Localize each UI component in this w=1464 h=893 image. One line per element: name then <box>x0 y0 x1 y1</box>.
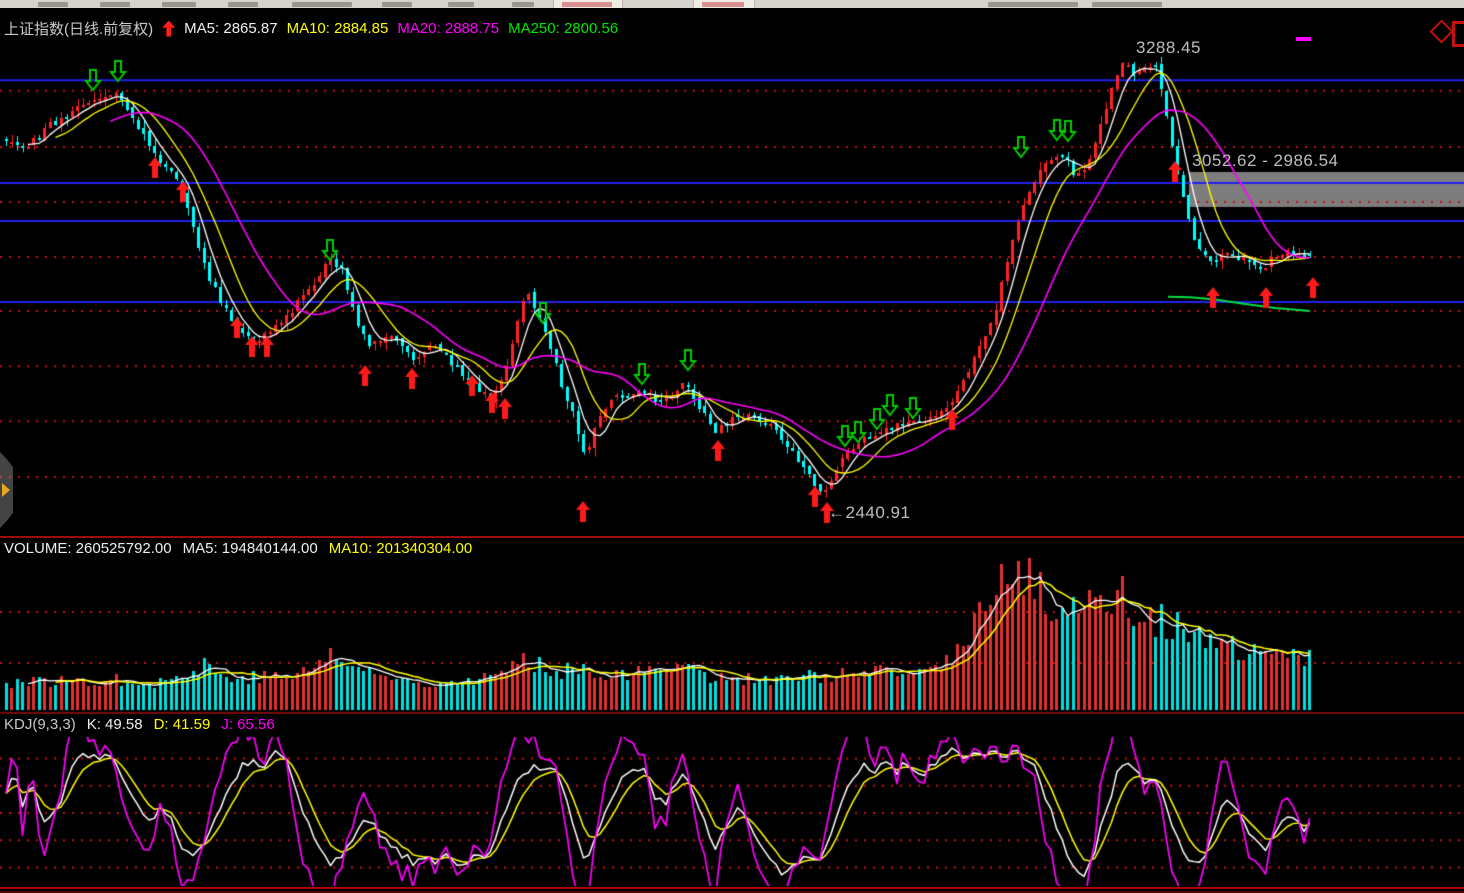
menubar-item[interactable] <box>382 2 412 7</box>
low-price-label: ←2440.91 <box>828 503 910 523</box>
bottom-edge <box>0 891 1464 893</box>
panel-divider <box>0 536 1464 538</box>
kdj-chart-canvas[interactable] <box>0 714 1464 893</box>
expand-arrow-icon <box>2 483 10 497</box>
low-price-value: 2440.91 <box>845 503 911 522</box>
menubar-status-text <box>988 2 1078 7</box>
kdj-k-value: K: 49.58 <box>86 716 143 733</box>
legend-ma5: MA5: 2865.87 <box>184 20 278 37</box>
main-chart-legend: 上证指数(日线.前复权) MA5: 2865.87 MA10: 2884.85 … <box>4 18 618 39</box>
volume-ma5-value: MA5: 194840144.00 <box>182 540 318 557</box>
magenta-dash-icon <box>1296 37 1311 41</box>
menubar-item[interactable] <box>162 2 196 7</box>
kdj-params: KDJ(9,3,3) <box>4 716 76 733</box>
menubar-button-label <box>562 2 612 7</box>
gap-range-label: 3052.62 - 2986.54 <box>1192 151 1339 170</box>
panel-divider <box>0 712 1464 714</box>
volume-panel: VOLUME: 260525792.00 MA5: 194840144.00 M… <box>0 538 1464 712</box>
legend-ma10: MA10: 2884.85 <box>286 20 389 37</box>
legend-ma250: MA250: 2800.56 <box>508 20 619 37</box>
menubar-status-text <box>1092 2 1162 7</box>
bottom-axis-line <box>0 887 1464 889</box>
menubar-item[interactable] <box>292 2 352 7</box>
menubar-item[interactable] <box>228 2 258 7</box>
volume-legend: VOLUME: 260525792.00 MA5: 194840144.00 M… <box>4 540 472 557</box>
peak-price-label: 3288.45 <box>1136 38 1201 57</box>
panel-expand-handle[interactable] <box>0 452 13 528</box>
square-icon[interactable] <box>1452 21 1464 47</box>
menubar-item[interactable] <box>100 2 130 7</box>
volume-ma10-value: MA10: 201340304.00 <box>328 540 473 557</box>
menubar-item[interactable] <box>38 2 68 7</box>
legend-ma20: MA20: 2888.75 <box>397 20 500 37</box>
left-arrow-icon: ← <box>828 503 846 522</box>
menubar-item[interactable] <box>512 2 534 7</box>
chart-title: 上证指数(日线.前复权) <box>4 21 154 38</box>
up-arrow-icon <box>162 20 176 37</box>
volume-value: VOLUME: 260525792.00 <box>4 540 172 557</box>
menubar-button-label <box>702 2 744 7</box>
volume-chart-canvas[interactable] <box>0 538 1464 712</box>
kdj-j-value: J: 65.56 <box>221 716 275 733</box>
menubar-item[interactable] <box>448 2 474 7</box>
main-chart-panel: 上证指数(日线.前复权) MA5: 2865.87 MA10: 2884.85 … <box>0 8 1464 537</box>
main-chart-canvas[interactable] <box>0 8 1464 537</box>
kdj-legend: KDJ(9,3,3) K: 49.58 D: 41.59 J: 65.56 <box>4 716 275 733</box>
kdj-panel: KDJ(9,3,3) K: 49.58 D: 41.59 J: 65.56 <box>0 714 1464 893</box>
kdj-d-value: D: 41.59 <box>153 716 211 733</box>
